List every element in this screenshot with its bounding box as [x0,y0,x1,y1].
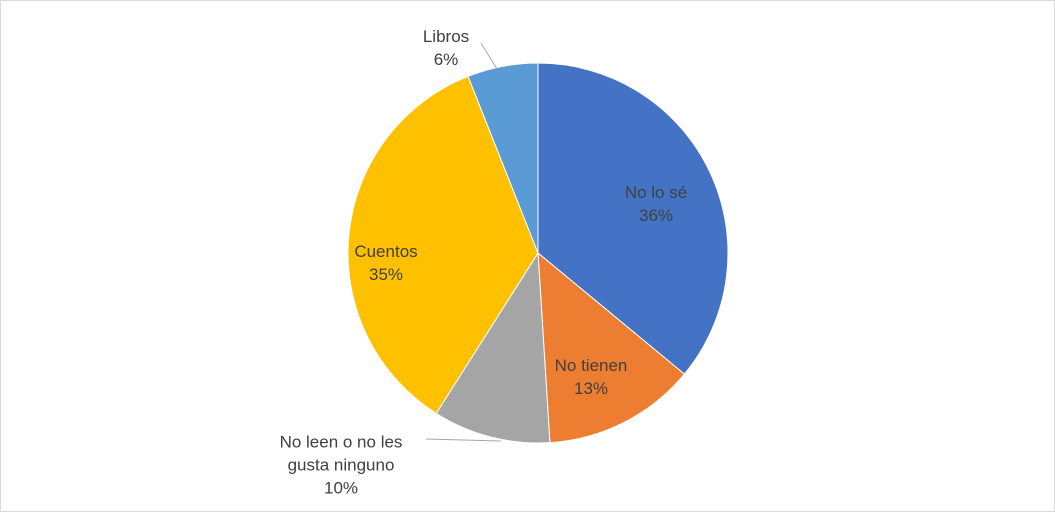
slice-label: No lo sé 36% [576,181,736,227]
category-label: No leen o no les gusta ninguno [279,432,403,475]
slice-label: Cuentos 35% [306,240,466,286]
slice-label: No tienen 13% [511,354,671,400]
value-label: 6% [433,50,459,69]
category-label: No lo sé [624,183,688,202]
pie-slice [537,62,729,375]
value-label: 13% [573,379,609,398]
pie-slice [347,75,539,415]
category-label: Cuentos [354,242,418,261]
pie-slice [537,251,686,444]
value-label: 36% [638,206,674,225]
category-label: No tienen [554,356,628,375]
pie-slice [467,62,539,254]
pie-slice [435,251,551,444]
slice-label: No leen o no les gusta ninguno 10% [261,431,421,500]
value-label: 35% [368,265,404,284]
category-label: Libros [422,27,470,46]
leader-line [425,438,502,442]
slice-label: Libros 6% [366,25,526,71]
value-label: 10% [323,478,359,498]
leader-line [480,42,498,70]
